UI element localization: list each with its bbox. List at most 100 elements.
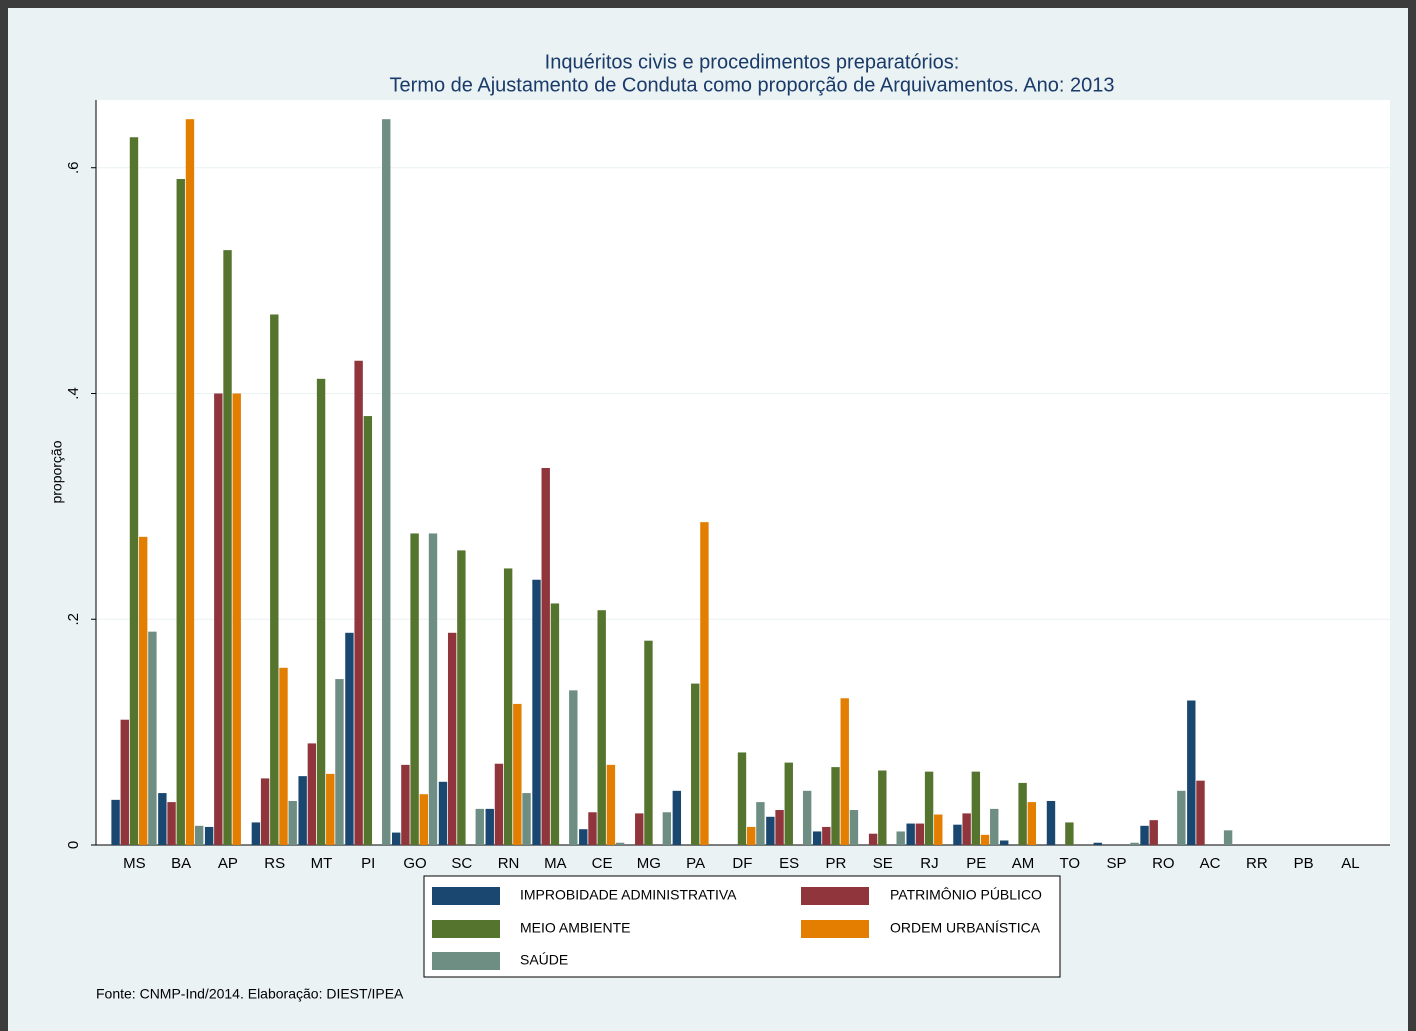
x-tick-label: AC [1200, 855, 1221, 872]
legend-label: ORDEM URBANÍSTICA [890, 920, 1041, 936]
bar [644, 640, 653, 845]
bar [251, 822, 261, 845]
bar [906, 823, 915, 845]
bar [1149, 820, 1158, 845]
bar [1065, 822, 1074, 845]
bar [550, 603, 560, 845]
bar [522, 793, 531, 845]
bar [597, 610, 606, 845]
bar [532, 579, 541, 845]
bar [980, 834, 990, 845]
x-tick-label: ES [779, 855, 799, 872]
bar [485, 808, 494, 845]
bar [223, 250, 232, 845]
bar [1027, 802, 1037, 845]
legend-swatch [432, 887, 500, 905]
bar [419, 794, 429, 845]
bar [401, 764, 410, 845]
y-axis-label: proporção [49, 440, 65, 503]
y-tick-label: 0 [65, 841, 82, 849]
bar [176, 179, 185, 846]
bar [934, 814, 943, 845]
x-tick-label: PE [966, 855, 986, 872]
bar [214, 393, 223, 845]
x-tick-label: AP [218, 855, 238, 872]
bar [382, 119, 391, 845]
x-tick-label: RN [498, 855, 520, 872]
x-tick-label: CE [592, 855, 613, 872]
x-tick-label: AL [1341, 855, 1359, 872]
bar [438, 781, 448, 845]
bar [953, 824, 962, 845]
bar [185, 119, 195, 845]
bar [588, 812, 597, 845]
legend-label: PATRIMÔNIO PÚBLICO [890, 887, 1042, 903]
bar [354, 360, 363, 845]
bar [316, 378, 326, 845]
bar [1093, 842, 1102, 845]
bar [503, 568, 513, 845]
bar [335, 679, 344, 845]
bar [1018, 782, 1027, 845]
x-tick-label: RR [1246, 855, 1268, 872]
bar [298, 776, 307, 845]
bar [672, 790, 682, 845]
bar [802, 790, 812, 845]
bar [204, 826, 214, 845]
x-tick-label: PR [826, 855, 847, 872]
bar [270, 314, 279, 845]
legend-swatch [801, 920, 869, 938]
bar [428, 533, 438, 845]
chart-title: Termo de Ajustamento de Conduta como pro… [390, 74, 1115, 96]
legend-label: MEIO AMBIENTE [520, 920, 630, 936]
x-tick-label: MA [544, 855, 567, 872]
bar [990, 808, 999, 845]
bar [158, 793, 167, 845]
bar [279, 667, 288, 845]
bar [194, 825, 204, 845]
bar [1223, 830, 1233, 845]
bar [822, 826, 831, 845]
bar [691, 683, 700, 845]
bar [868, 833, 878, 845]
bar [363, 416, 373, 845]
x-tick-label: RS [264, 855, 285, 872]
bar [775, 810, 784, 845]
bar [662, 812, 672, 845]
x-tick-label: SP [1107, 855, 1127, 872]
bar [784, 762, 793, 845]
bar [915, 823, 925, 845]
x-tick-label: MS [123, 855, 146, 872]
bar [971, 771, 981, 845]
chart-title: Inquéritos civis e procedimentos prepara… [545, 51, 960, 73]
bar [896, 831, 905, 845]
bar [746, 826, 756, 845]
bar [1130, 842, 1139, 845]
bar [756, 802, 765, 845]
bar [878, 770, 887, 845]
bar [260, 778, 270, 845]
bar [494, 763, 504, 845]
bar [737, 752, 747, 845]
x-tick-label: RJ [920, 855, 938, 872]
x-tick-label: GO [403, 855, 426, 872]
y-tick-label: .2 [65, 613, 82, 626]
x-tick-label: AM [1012, 855, 1035, 872]
legend-swatch [801, 887, 869, 905]
bar [513, 703, 522, 845]
bar [831, 767, 840, 845]
bar [138, 536, 148, 845]
bar [232, 393, 241, 845]
bar [1196, 780, 1205, 845]
bar [392, 832, 401, 845]
bar [288, 800, 297, 845]
y-tick-label: .4 [65, 387, 82, 400]
bar [924, 771, 934, 845]
bar [148, 631, 157, 845]
bar [615, 842, 625, 845]
bar [410, 533, 419, 845]
bar [326, 773, 335, 845]
bar [766, 816, 775, 845]
